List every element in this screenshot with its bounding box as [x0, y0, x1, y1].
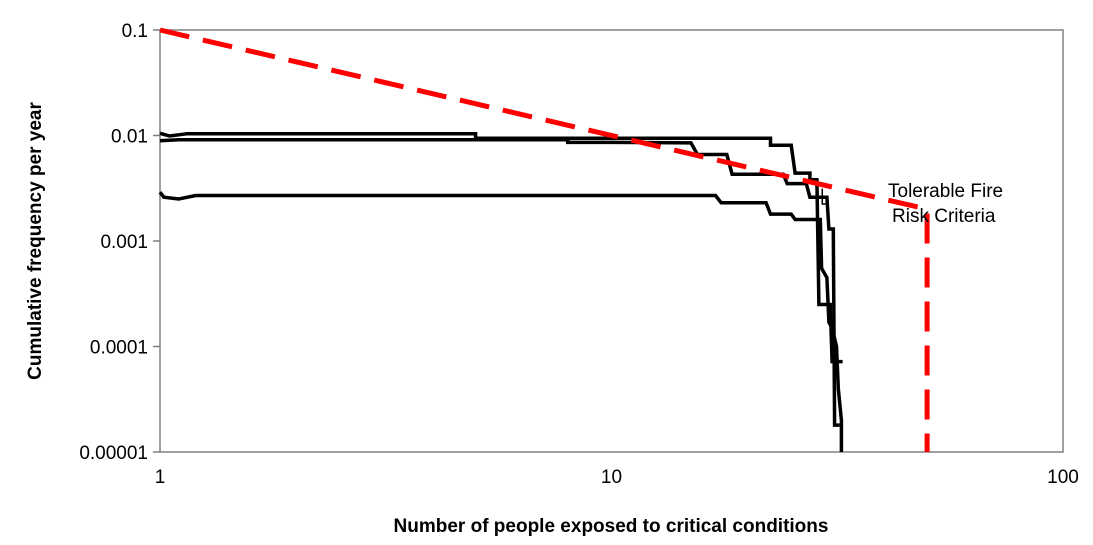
y-axis-title: Cumulative frequency per year — [25, 102, 46, 380]
annotation-line-2: Risk Criteria — [892, 206, 996, 227]
annotation-line-1: Tolerable Fire — [888, 181, 1003, 202]
series-line-1 — [159, 131, 843, 364]
x-axis-title: Number of people exposed to critical con… — [394, 516, 829, 537]
x-tick-label: 10 — [601, 467, 622, 488]
y-tick-label: 0.00001 — [79, 443, 148, 464]
series-line-2 — [159, 138, 840, 427]
y-tick-label: 0.1 — [122, 21, 148, 42]
x-tick-label: 100 — [1047, 467, 1079, 488]
y-tick-label: 0.01 — [111, 127, 148, 148]
annotation-leader-line — [821, 188, 828, 205]
x-tick-label: 1 — [155, 467, 166, 488]
y-tick-label: 0.001 — [100, 232, 148, 253]
tolerable-risk-criteria-line — [159, 27, 930, 452]
y-tick-label: 0.0001 — [90, 338, 148, 359]
series-line-3 — [158, 191, 844, 452]
